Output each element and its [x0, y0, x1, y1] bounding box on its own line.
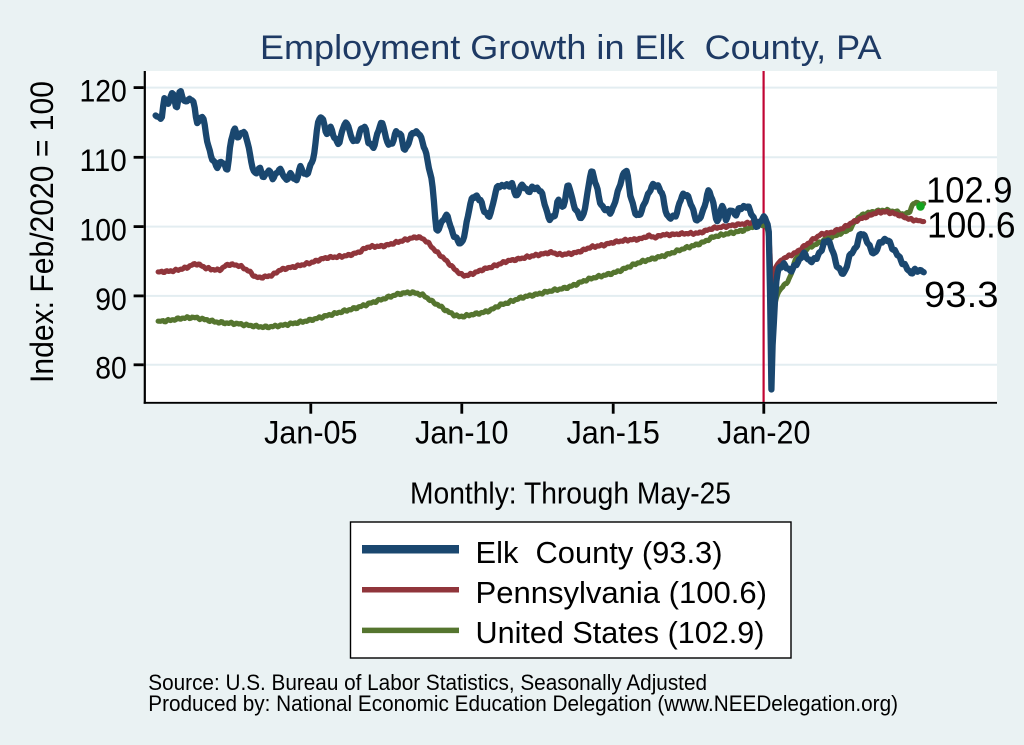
svg-text:Jan-05: Jan-05: [264, 415, 357, 451]
svg-text:80: 80: [95, 351, 127, 386]
svg-text:Jan-20: Jan-20: [717, 415, 810, 451]
svg-text:93.3: 93.3: [924, 275, 999, 315]
svg-text:Pennsylvania (100.6): Pennsylvania (100.6): [476, 575, 768, 610]
svg-text:120: 120: [80, 74, 127, 109]
svg-text:Produced by: National Economic: Produced by: National Economic Education…: [148, 691, 898, 716]
svg-text:Jan-15: Jan-15: [567, 415, 660, 451]
svg-text:102.9: 102.9: [926, 170, 1013, 210]
svg-text:100: 100: [80, 213, 127, 248]
svg-text:Employment Growth in Elk Coun: Employment Growth in Elk County, PA: [260, 29, 882, 67]
svg-text:Monthly: Through May-25: Monthly: Through May-25: [410, 477, 731, 511]
svg-text:Jan-10: Jan-10: [415, 415, 508, 451]
svg-text:110: 110: [80, 143, 127, 178]
svg-text:Source: U.S. Bureau of Labor S: Source: U.S. Bureau of Labor Statistics,…: [148, 670, 707, 695]
svg-text:Index: Feb/2020 = 100: Index: Feb/2020 = 100: [24, 81, 60, 383]
svg-text:100.6: 100.6: [927, 205, 1016, 245]
svg-text:United States (102.9): United States (102.9): [476, 615, 765, 650]
svg-text:90: 90: [95, 282, 127, 317]
svg-text:Elk County (93.3): Elk County (93.3): [476, 535, 723, 570]
